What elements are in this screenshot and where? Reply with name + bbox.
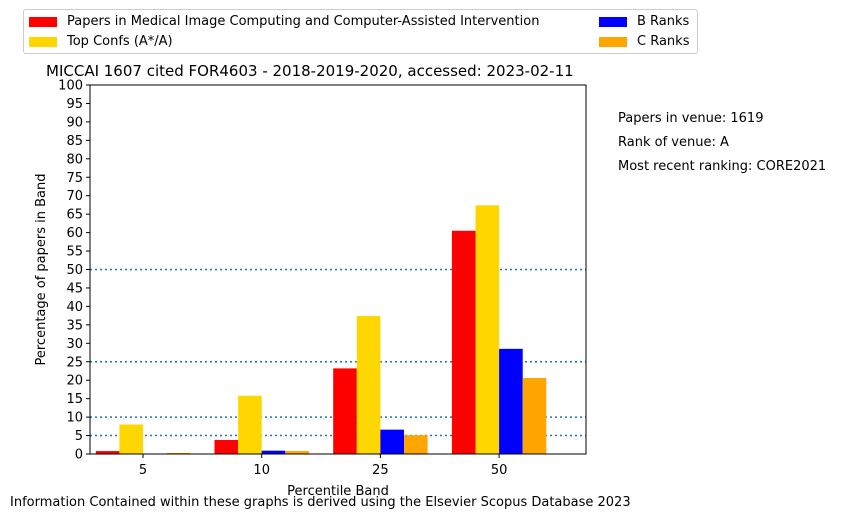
x-tick-label: 10 xyxy=(253,463,270,478)
legend-swatch-orange xyxy=(599,36,627,47)
legend-swatch-blue xyxy=(599,16,627,27)
y-tick-label: 55 xyxy=(66,245,83,260)
x-axis-label: Percentile Band xyxy=(287,484,389,499)
legend-label-b-ranks: B Ranks xyxy=(637,14,690,29)
y-tick-label: 70 xyxy=(66,189,83,204)
y-tick-label: 20 xyxy=(66,374,83,389)
y-tick-label: 25 xyxy=(66,355,83,370)
bar-10-series-2 xyxy=(261,450,286,454)
bar-5-series-0 xyxy=(95,451,120,454)
bar-25-series-3 xyxy=(404,435,428,454)
bar-25-series-1 xyxy=(356,315,381,454)
legend-item-b-ranks: B Ranks xyxy=(599,14,689,30)
y-tick-label: 100 xyxy=(58,79,83,94)
bar-50-series-1 xyxy=(475,205,500,454)
chart-title: MICCAI 1607 cited FOR4603 - 2018-2019-20… xyxy=(46,62,574,80)
papers-in-venue: Papers in venue: 1619 xyxy=(618,111,764,126)
most-recent-ranking: Most recent ranking: CORE2021 xyxy=(618,159,827,174)
y-tick-label: 0 xyxy=(75,448,83,463)
bar-5-series-3 xyxy=(166,452,191,454)
bar-10-series-0 xyxy=(214,439,239,454)
y-tick-label: 75 xyxy=(66,171,83,186)
bar-25-series-2 xyxy=(380,429,404,454)
x-tick-label: 5 xyxy=(139,463,147,478)
rank-of-venue: Rank of venue: A xyxy=(618,135,729,150)
legend-swatch-red xyxy=(29,16,57,27)
y-tick-label: 40 xyxy=(66,300,83,315)
bar-10-series-1 xyxy=(238,395,262,454)
y-tick-label: 45 xyxy=(66,281,83,296)
x-tick-label: 50 xyxy=(491,463,508,478)
bar-50-series-2 xyxy=(499,348,523,454)
y-axis-label: Percentage of papers in Band xyxy=(34,173,49,365)
legend-label-c-ranks: C Ranks xyxy=(637,34,690,49)
legend-label-miccai: Papers in Medical Image Computing and Co… xyxy=(67,14,540,29)
bar-25-series-0 xyxy=(333,368,357,454)
bar-50-series-0 xyxy=(451,230,476,454)
legend-item-top-confs: Top Confs (A*/A) xyxy=(29,34,173,50)
legend-label-top-confs: Top Confs (A*/A) xyxy=(67,34,173,49)
bar-10-series-3 xyxy=(285,451,309,454)
y-tick-label: 85 xyxy=(66,134,83,149)
y-tick-label: 65 xyxy=(66,208,83,223)
y-tick-label: 35 xyxy=(66,318,83,333)
legend-item-miccai: Papers in Medical Image Computing and Co… xyxy=(29,14,539,30)
y-tick-label: 95 xyxy=(66,97,83,112)
y-tick-label: 5 xyxy=(75,429,83,444)
y-tick-label: 60 xyxy=(66,226,83,241)
y-tick-label: 80 xyxy=(66,152,83,167)
bar-5-series-1 xyxy=(119,424,143,454)
x-tick-label: 25 xyxy=(372,463,389,478)
footer-note: Information Contained within these graph… xyxy=(10,495,631,510)
legend-item-c-ranks: C Ranks xyxy=(599,34,689,50)
y-tick-label: 15 xyxy=(66,392,83,407)
y-tick-label: 90 xyxy=(66,115,83,130)
y-tick-label: 30 xyxy=(66,337,83,352)
y-tick-label: 50 xyxy=(66,263,83,278)
bar-50-series-3 xyxy=(522,377,547,454)
legend: Papers in Medical Image Computing and Co… xyxy=(23,9,698,54)
y-tick-label: 10 xyxy=(66,411,83,426)
legend-swatch-gold xyxy=(29,36,57,47)
